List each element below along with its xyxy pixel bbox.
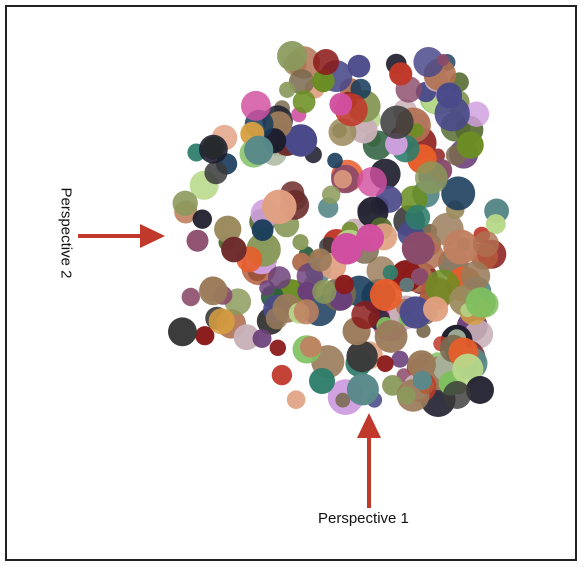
bubble: [300, 336, 322, 358]
bubble: [369, 278, 402, 312]
arrow-2-head: [140, 224, 165, 248]
bubble: [443, 381, 471, 409]
bubble: [199, 134, 228, 164]
bubble: [441, 176, 476, 211]
bubble: [309, 368, 335, 394]
bubble: [277, 41, 307, 71]
bubble: [192, 209, 212, 229]
bubble: [333, 170, 352, 189]
bubble-cloud: [168, 41, 509, 417]
bubble: [181, 287, 200, 307]
bubble: [399, 296, 432, 329]
bubble: [411, 268, 429, 286]
bubble: [357, 167, 387, 197]
bubble: [284, 124, 318, 157]
bubble: [397, 386, 416, 405]
bubble: [413, 47, 444, 78]
perspective-2-label: Perspective 2: [57, 187, 75, 279]
bubble: [407, 350, 436, 379]
bubble: [466, 376, 494, 404]
arrow-perspective-1: [357, 413, 381, 508]
bubble: [346, 340, 378, 373]
bubble: [251, 219, 274, 242]
bubble: [331, 233, 363, 265]
bubble: [401, 231, 435, 265]
bubble: [374, 320, 408, 353]
bubble: [195, 326, 215, 346]
bubble: [168, 317, 197, 347]
bubble: [208, 308, 235, 335]
arrow-1-head: [357, 413, 381, 438]
bubble: [279, 81, 296, 98]
bubble: [262, 189, 297, 225]
bubble: [288, 69, 315, 95]
bubble: [172, 190, 198, 216]
bubble: [244, 135, 274, 165]
bubble: [269, 339, 286, 356]
bubble: [389, 62, 413, 86]
bubble: [356, 224, 384, 252]
bubble: [465, 287, 496, 318]
bubble: [292, 234, 309, 251]
bubble: [313, 49, 339, 75]
bubble: [405, 204, 431, 230]
bubble: [271, 364, 293, 386]
bubble: [286, 390, 306, 410]
bubble: [327, 152, 343, 169]
bubble: [293, 299, 319, 325]
bubble: [268, 266, 291, 289]
bubble: [399, 277, 415, 293]
bubble: [204, 161, 228, 185]
bubble: [259, 280, 275, 296]
bubble: [186, 229, 209, 252]
arrow-perspective-2: [78, 224, 165, 248]
bubble: [390, 260, 423, 292]
bubble: [233, 324, 260, 351]
bubble: [322, 185, 341, 204]
bubble: [412, 370, 432, 390]
bubble: [460, 261, 491, 291]
bubble: [241, 90, 271, 121]
bubble: [443, 229, 478, 265]
bubble: [252, 329, 272, 348]
bubble: [456, 131, 484, 159]
bubble: [347, 54, 371, 78]
bubble: [380, 105, 414, 139]
bubble: [437, 54, 449, 66]
bubble: [334, 274, 355, 295]
bubble: [485, 214, 506, 235]
bubble: [463, 101, 490, 127]
bubble: [423, 296, 449, 322]
perspective-1-label: Perspective 1: [318, 510, 409, 527]
bubble: [199, 276, 228, 306]
bubble: [415, 161, 448, 195]
bubble: [221, 236, 247, 263]
bubble: [473, 231, 499, 257]
bubble: [346, 373, 379, 406]
bubble: [335, 392, 351, 408]
bubble: [385, 132, 408, 156]
bubble: [312, 279, 337, 304]
bubble: [312, 69, 335, 93]
bubble: [308, 248, 332, 272]
bubble: [329, 92, 353, 116]
bubble: [391, 350, 409, 368]
bubble: [376, 355, 394, 372]
bubble: [434, 96, 470, 132]
bubble: [382, 265, 399, 281]
bubble: [351, 300, 380, 330]
bubble: [292, 90, 316, 114]
bubble: [214, 215, 242, 243]
